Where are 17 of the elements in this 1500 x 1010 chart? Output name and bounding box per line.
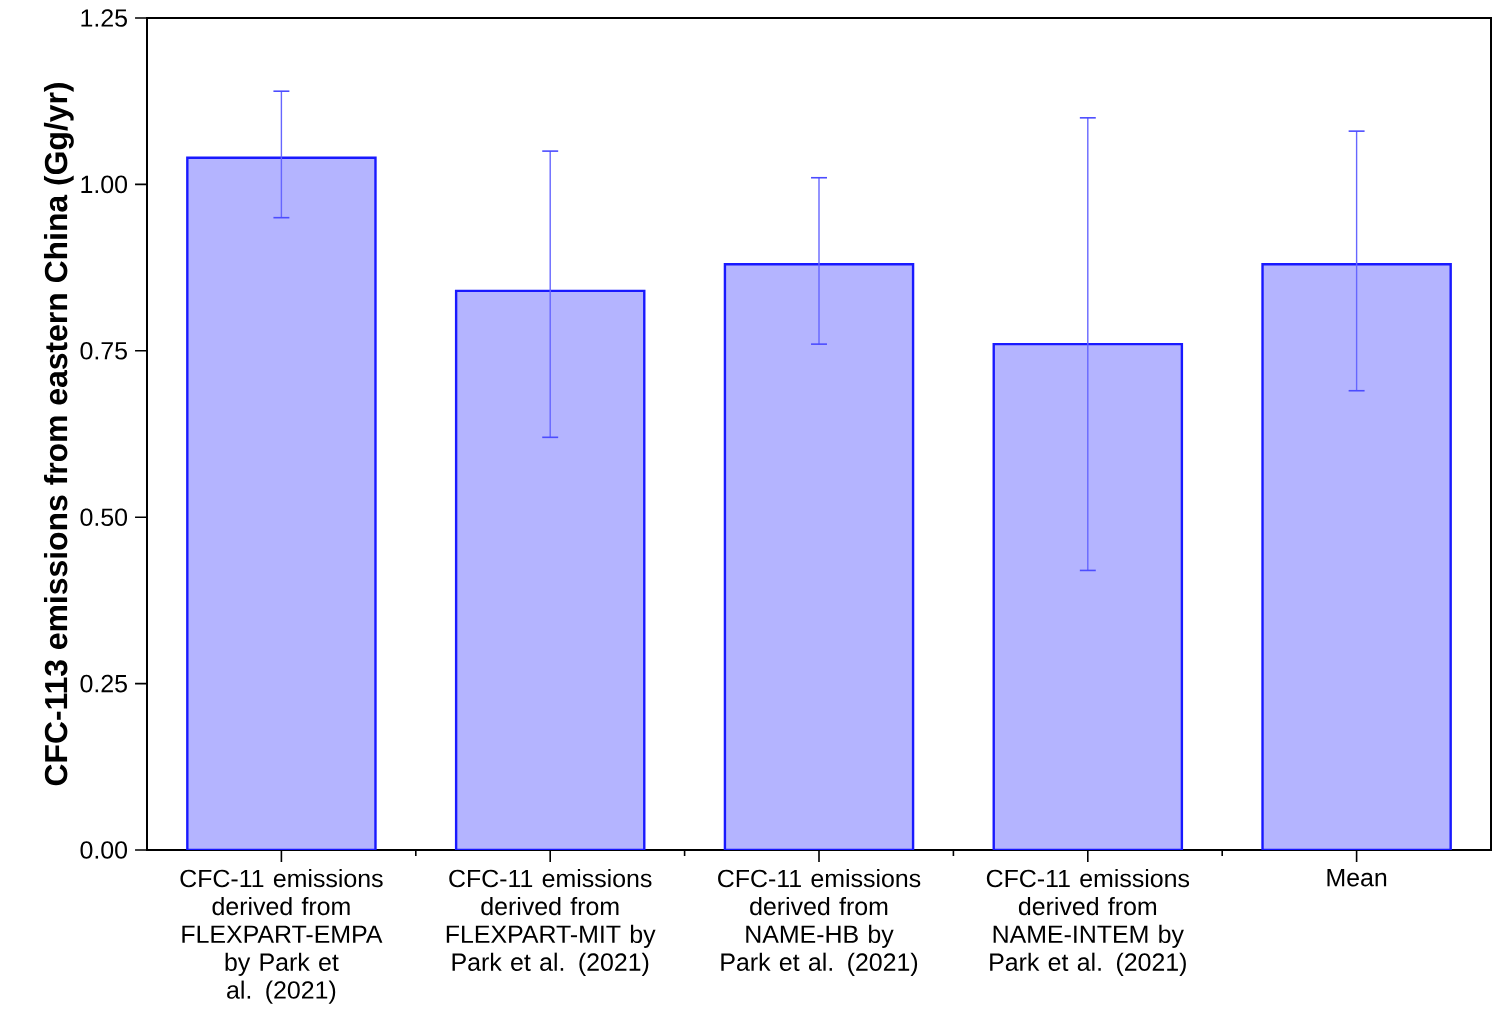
x-tick-label: CFC-11 emissions derived from NAME-INTEM by Park et al. (2021): [986, 868, 1190, 976]
y-tick-label: 0.00: [80, 841, 128, 859]
bar: [724, 264, 914, 850]
x-tick-label: CFC-11 emissions derived from FLEXPART-MIT by Park et al. (2021): [446, 868, 656, 976]
x-tick-label: CFC-11 emissions derived from NAME-HB by Park et al. (2021): [718, 868, 921, 976]
y-tick-label: 0.25: [80, 674, 127, 693]
y-tick-label: 0.75: [80, 341, 127, 360]
x-tick-label: CFC-11 emissions derived from FLEXPART-EMPA by Park et al. (2021): [180, 868, 383, 1004]
x-tick-label: Mean: [1327, 869, 1387, 887]
y-tick-label: 1.00: [81, 175, 128, 194]
bar: [186, 156, 377, 850]
bar: [992, 342, 1184, 850]
y-tick-label: 0.50: [80, 508, 128, 527]
y-axis-title: CFC-113 emissions from eastern China (Gg/yr): [43, 83, 74, 786]
y-tick-label: 1.25: [81, 9, 127, 27]
bar: [454, 289, 646, 850]
bar: [1261, 263, 1452, 850]
